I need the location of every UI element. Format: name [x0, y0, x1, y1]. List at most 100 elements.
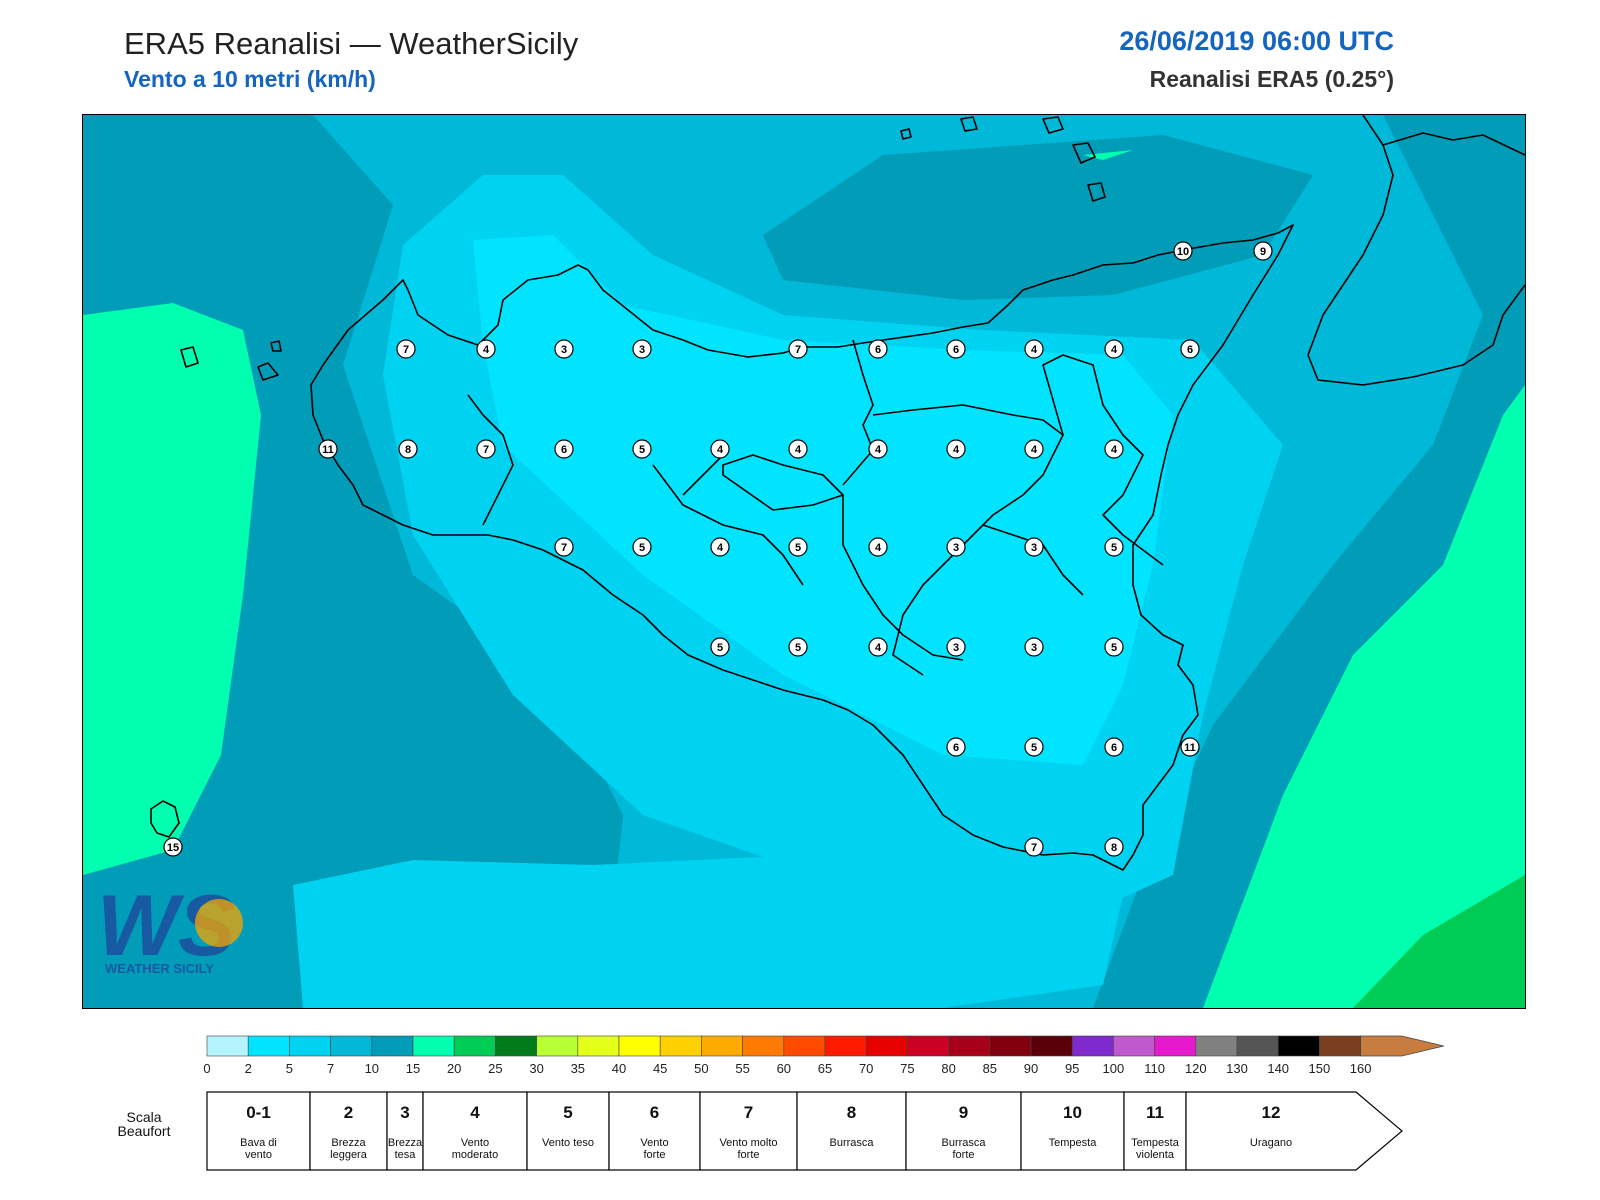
station-circle — [1024, 439, 1044, 459]
beaufort-desc-line1: Brezza — [331, 1137, 366, 1149]
beaufort-number: 0-1 — [246, 1103, 271, 1122]
beaufort-cell: 8 Burrasca — [796, 1091, 907, 1171]
station-marker: 5 — [788, 537, 808, 557]
station-circle — [1104, 737, 1124, 757]
station-marker: 5 — [632, 537, 652, 557]
station-marker: 11 — [318, 439, 338, 459]
station-circle — [946, 537, 966, 557]
station-marker: 5 — [1024, 737, 1044, 757]
station-value: 6 — [1111, 742, 1117, 754]
beaufort-number: 10 — [1063, 1103, 1082, 1122]
beaufort-number: 2 — [344, 1103, 353, 1122]
station-marker: 7 — [788, 339, 808, 359]
colorbar-segment — [618, 1035, 661, 1057]
station-marker: 7 — [554, 537, 574, 557]
station-value: 4 — [1031, 344, 1038, 356]
beaufort-number: 7 — [744, 1103, 753, 1122]
colorbar-tick-label: 5 — [286, 1061, 293, 1076]
beaufort-number: 4 — [470, 1103, 480, 1122]
station-circle — [1180, 339, 1200, 359]
station-marker: 5 — [1104, 637, 1124, 657]
station-circle — [868, 637, 888, 657]
station-circle — [396, 339, 416, 359]
colorbar-tick-label: 95 — [1065, 1061, 1079, 1076]
colorbar-segment — [865, 1035, 908, 1057]
station-marker: 8 — [398, 439, 418, 459]
station-value: 4 — [795, 444, 802, 456]
beaufort-number: 3 — [400, 1103, 409, 1122]
station-circle — [1024, 537, 1044, 557]
colorbar-tick-label: 60 — [777, 1061, 791, 1076]
colorbar-tick-label: 150 — [1309, 1061, 1331, 1076]
wind-speed-colorbar — [206, 1035, 1444, 1057]
station-marker: 5 — [1104, 537, 1124, 557]
colorbar-segment — [330, 1035, 373, 1057]
colorbar-segment — [206, 1035, 249, 1057]
colorbar-tick-label: 110 — [1144, 1061, 1165, 1076]
station-value: 11 — [1184, 742, 1196, 754]
colorbar-tick-label: 80 — [941, 1061, 955, 1076]
station-value: 5 — [1111, 642, 1117, 654]
colorbar-tick-label: 2 — [245, 1061, 252, 1076]
colorbar-segment — [824, 1035, 867, 1057]
colorbar-tick-label: 140 — [1267, 1061, 1289, 1076]
station-value: 7 — [483, 444, 489, 456]
data-source: Reanalisi ERA5 (0.25°) — [1149, 66, 1394, 92]
beaufort-desc-line1: Brezza — [388, 1137, 423, 1149]
station-value: 9 — [1260, 246, 1266, 258]
colorbar-segment — [1154, 1035, 1197, 1057]
station-value: 6 — [953, 742, 959, 754]
station-circle — [1104, 537, 1124, 557]
station-circle — [788, 439, 808, 459]
station-value: 3 — [953, 642, 959, 654]
station-circle — [1104, 439, 1124, 459]
station-marker: 7 — [396, 339, 416, 359]
station-marker: 5 — [710, 637, 730, 657]
beaufort-desc-line1: Vento — [461, 1137, 489, 1149]
station-marker: 6 — [1180, 339, 1200, 359]
station-circle — [788, 537, 808, 557]
station-marker: 6 — [554, 439, 574, 459]
station-circle — [554, 439, 574, 459]
colorbar-segment — [1113, 1035, 1155, 1057]
station-value: 5 — [717, 642, 723, 654]
station-circle — [1024, 837, 1044, 857]
station-circle — [946, 339, 966, 359]
station-value: 5 — [1111, 542, 1117, 554]
beaufort-number: 9 — [959, 1103, 968, 1122]
station-circle — [710, 439, 730, 459]
colorbar-segment — [577, 1035, 620, 1057]
station-marker: 4 — [1104, 339, 1124, 359]
colorbar-segment — [989, 1035, 1032, 1057]
station-marker: 6 — [946, 737, 966, 757]
station-value: 3 — [639, 344, 645, 356]
beaufort-cell: 5 Vento teso — [526, 1091, 610, 1171]
station-marker: 4 — [1024, 439, 1044, 459]
beaufort-desc-line1: Vento molto — [719, 1137, 777, 1149]
station-marker: 4 — [868, 637, 888, 657]
beaufort-desc-line1: Burrasca — [941, 1137, 986, 1149]
station-circle — [1024, 339, 1044, 359]
station-marker: 4 — [710, 537, 730, 557]
station-marker: 4 — [788, 439, 808, 459]
station-circle — [1173, 241, 1193, 261]
colorbar-tick-label: 75 — [900, 1061, 914, 1076]
beaufort-desc-line1: Tempesta — [1049, 1137, 1098, 1149]
station-value: 5 — [639, 542, 645, 554]
station-circle — [1104, 339, 1124, 359]
beaufort-cell: 12 Uragano — [1185, 1091, 1403, 1171]
station-circle — [1024, 637, 1044, 657]
station-value: 4 — [717, 542, 724, 554]
station-marker: 5 — [632, 439, 652, 459]
wind-field — [83, 115, 1525, 1008]
station-circle — [868, 439, 888, 459]
station-marker: 4 — [946, 439, 966, 459]
station-value: 5 — [639, 444, 645, 456]
station-circle — [710, 637, 730, 657]
